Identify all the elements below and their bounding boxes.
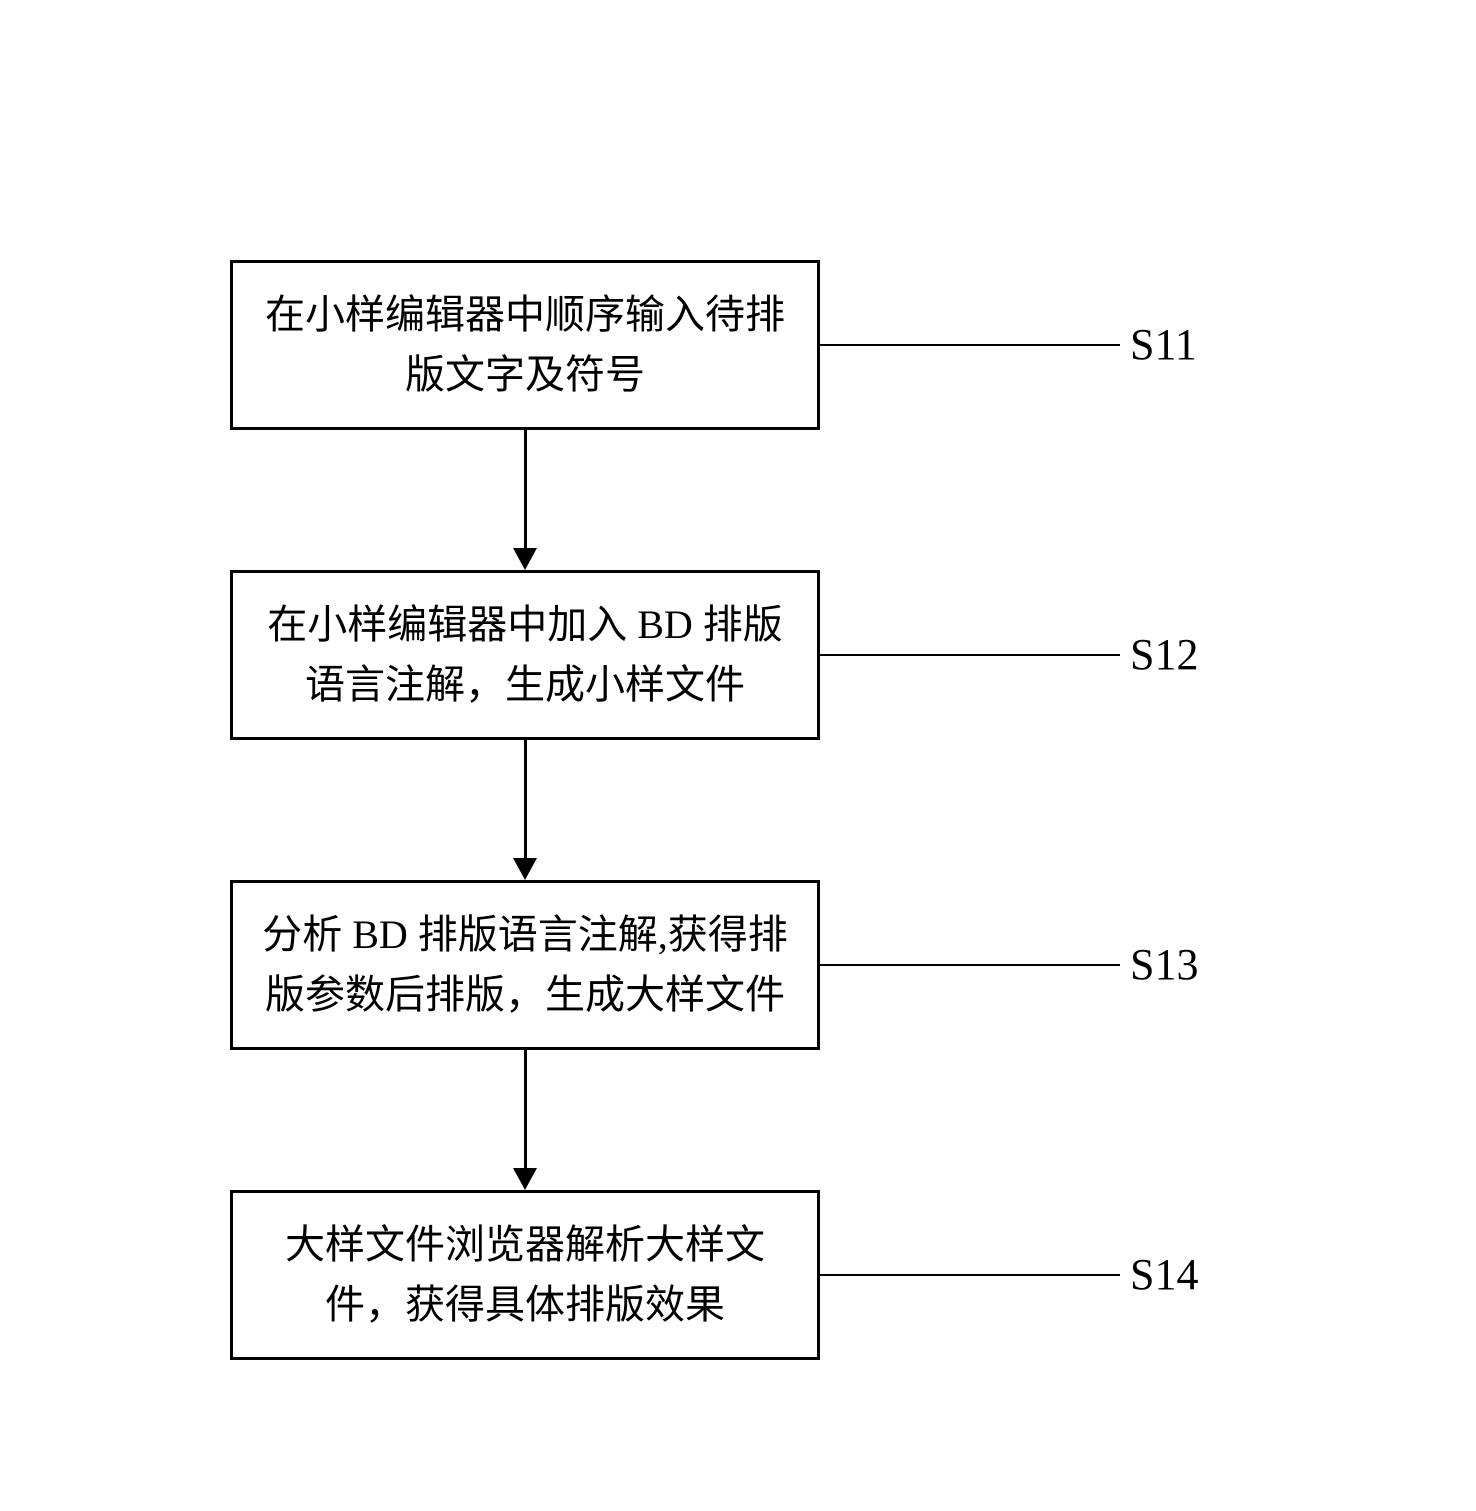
flow-box-s13: 分析 BD 排版语言注解,获得排版参数后排版，生成大样文件 <box>230 880 820 1050</box>
arrow-stem <box>524 740 527 858</box>
label-connector <box>820 964 1120 966</box>
step-label-s14: S14 <box>1130 1249 1198 1300</box>
flow-box-s14: 大样文件浏览器解析大样文件，获得具体排版效果 <box>230 1190 820 1360</box>
flow-box-s11: 在小样编辑器中顺序输入待排版文字及符号 <box>230 260 820 430</box>
flow-box-text: 在小样编辑器中加入 BD 排版语言注解，生成小样文件 <box>253 595 797 715</box>
label-connector <box>820 1274 1120 1276</box>
step-label-s11: S11 <box>1130 319 1197 370</box>
flow-box-s12: 在小样编辑器中加入 BD 排版语言注解，生成小样文件 <box>230 570 820 740</box>
label-connector <box>820 654 1120 656</box>
arrow-stem <box>524 1050 527 1168</box>
step-label-s13: S13 <box>1130 939 1198 990</box>
arrow-head-icon <box>513 548 537 570</box>
arrow-head-icon <box>513 858 537 880</box>
flow-box-text: 在小样编辑器中顺序输入待排版文字及符号 <box>253 285 797 405</box>
flow-box-text: 分析 BD 排版语言注解,获得排版参数后排版，生成大样文件 <box>253 905 797 1025</box>
arrow-head-icon <box>513 1168 537 1190</box>
step-label-s12: S12 <box>1130 629 1198 680</box>
arrow-stem <box>524 430 527 548</box>
flowchart-canvas: 在小样编辑器中顺序输入待排版文字及符号 在小样编辑器中加入 BD 排版语言注解，… <box>0 0 1476 1511</box>
label-connector <box>820 344 1120 346</box>
flow-box-text: 大样文件浏览器解析大样文件，获得具体排版效果 <box>253 1215 797 1335</box>
